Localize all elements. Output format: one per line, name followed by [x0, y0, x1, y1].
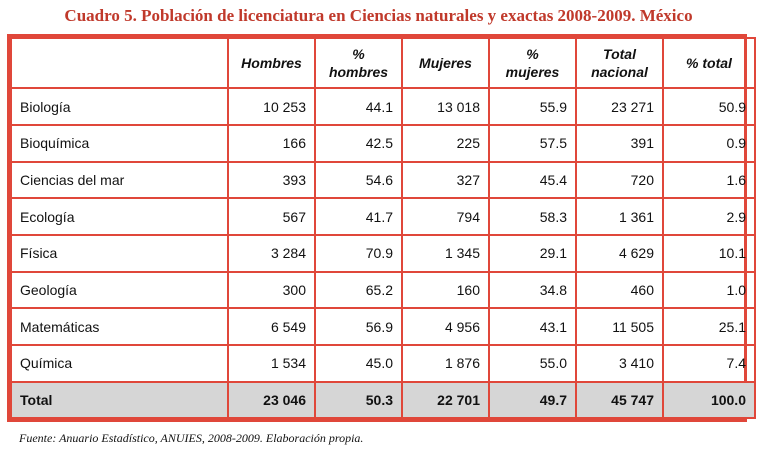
cell-mujeres: 225 — [401, 123, 490, 163]
header-total-nacional: Total nacional — [575, 36, 664, 90]
cell-pct-total: 10.1 — [662, 233, 756, 273]
cell-pct-total: 0.9 — [662, 123, 756, 163]
cell-pct-hombres: 65.2 — [314, 270, 403, 310]
cell-total: 391 — [575, 123, 664, 163]
cell-hombres: 567 — [227, 197, 316, 236]
cell-total: 720 — [575, 160, 664, 200]
cell-pct-total: 2.9 — [662, 197, 756, 236]
row-name: Geología — [10, 270, 229, 310]
cell-hombres: 166 — [227, 123, 316, 163]
row-name: Física — [10, 233, 229, 273]
total-label: Total — [10, 380, 229, 420]
cell-pct-mujeres: 55.0 — [488, 344, 577, 383]
total-mujeres: 22 701 — [401, 380, 490, 420]
row-name: Biología — [10, 87, 229, 126]
cell-hombres: 1 534 — [227, 344, 316, 383]
cell-pct-total: 25.1 — [662, 307, 756, 347]
row-name: Matemáticas — [10, 307, 229, 347]
table-row: Ciencias del mar 393 54.6 327 45.4 720 1… — [10, 160, 756, 200]
cell-mujeres: 327 — [401, 160, 490, 200]
row-name: Bioquímica — [10, 123, 229, 163]
cell-pct-hombres: 45.0 — [314, 344, 403, 383]
cell-pct-mujeres: 45.4 — [488, 160, 577, 200]
cell-pct-hombres: 70.9 — [314, 233, 403, 273]
cell-pct-total: 1.6 — [662, 160, 756, 200]
cell-pct-hombres: 56.9 — [314, 307, 403, 347]
header-mujeres: Mujeres — [401, 36, 490, 90]
cell-hombres: 3 284 — [227, 233, 316, 273]
cell-pct-hombres: 41.7 — [314, 197, 403, 236]
cell-pct-hombres: 44.1 — [314, 87, 403, 126]
table-row: Geología 300 65.2 160 34.8 460 1.0 — [10, 270, 756, 310]
cell-pct-total: 1.0 — [662, 270, 756, 310]
source-note: Fuente: Anuario Estadístico, ANUIES, 200… — [19, 431, 364, 445]
cell-mujeres: 1 876 — [401, 344, 490, 383]
cell-pct-mujeres: 34.8 — [488, 270, 577, 310]
cell-hombres: 10 253 — [227, 87, 316, 126]
table-row: Química 1 534 45.0 1 876 55.0 3 410 7.4 — [10, 344, 756, 383]
table-row: Física 3 284 70.9 1 345 29.1 4 629 10.1 — [10, 233, 756, 273]
cell-mujeres: 160 — [401, 270, 490, 310]
header-pct-mujeres: % mujeres — [488, 36, 577, 90]
total-pct-total: 100.0 — [662, 380, 756, 420]
total-hombres: 23 046 — [227, 380, 316, 420]
cell-mujeres: 4 956 — [401, 307, 490, 347]
cell-pct-hombres: 42.5 — [314, 123, 403, 163]
total-pct-hombres: 50.3 — [314, 380, 403, 420]
cell-mujeres: 13 018 — [401, 87, 490, 126]
cell-total: 23 271 — [575, 87, 664, 126]
table-row: Matemáticas 6 549 56.9 4 956 43.1 11 505… — [10, 307, 756, 347]
population-table: Hombres % hombres Mujeres % mujeres Tota… — [10, 36, 756, 420]
cell-hombres: 300 — [227, 270, 316, 310]
row-name: Ecología — [10, 197, 229, 236]
cell-pct-mujeres: 57.5 — [488, 123, 577, 163]
table-row: Bioquímica 166 42.5 225 57.5 391 0.9 — [10, 123, 756, 163]
table-row: Ecología 567 41.7 794 58.3 1 361 2.9 — [10, 197, 756, 236]
header-hombres: Hombres — [227, 36, 316, 90]
header-pct-hombres: % hombres — [314, 36, 403, 90]
row-name: Ciencias del mar — [10, 160, 229, 200]
cell-pct-mujeres: 55.9 — [488, 87, 577, 126]
cell-pct-mujeres: 58.3 — [488, 197, 577, 236]
cell-total: 3 410 — [575, 344, 664, 383]
cell-total: 11 505 — [575, 307, 664, 347]
header-blank — [10, 36, 229, 90]
row-name: Química — [10, 344, 229, 383]
cell-pct-hombres: 54.6 — [314, 160, 403, 200]
total-row: Total 23 046 50.3 22 701 49.7 45 747 100… — [10, 380, 756, 420]
cell-mujeres: 794 — [401, 197, 490, 236]
cell-pct-mujeres: 43.1 — [488, 307, 577, 347]
cell-hombres: 393 — [227, 160, 316, 200]
table-title: Cuadro 5. Población de licenciatura en C… — [64, 6, 693, 25]
cell-pct-total: 7.4 — [662, 344, 756, 383]
cell-total: 4 629 — [575, 233, 664, 273]
table-row: Biología 10 253 44.1 13 018 55.9 23 271 … — [10, 87, 756, 126]
cell-pct-total: 50.9 — [662, 87, 756, 126]
total-pct-mujeres: 49.7 — [488, 380, 577, 420]
cell-hombres: 6 549 — [227, 307, 316, 347]
cell-mujeres: 1 345 — [401, 233, 490, 273]
total-nacional: 45 747 — [575, 380, 664, 420]
table-header-row: Hombres % hombres Mujeres % mujeres Tota… — [10, 36, 756, 90]
cell-total: 1 361 — [575, 197, 664, 236]
cell-pct-mujeres: 29.1 — [488, 233, 577, 273]
header-pct-total: % total — [662, 36, 756, 90]
cell-total: 460 — [575, 270, 664, 310]
